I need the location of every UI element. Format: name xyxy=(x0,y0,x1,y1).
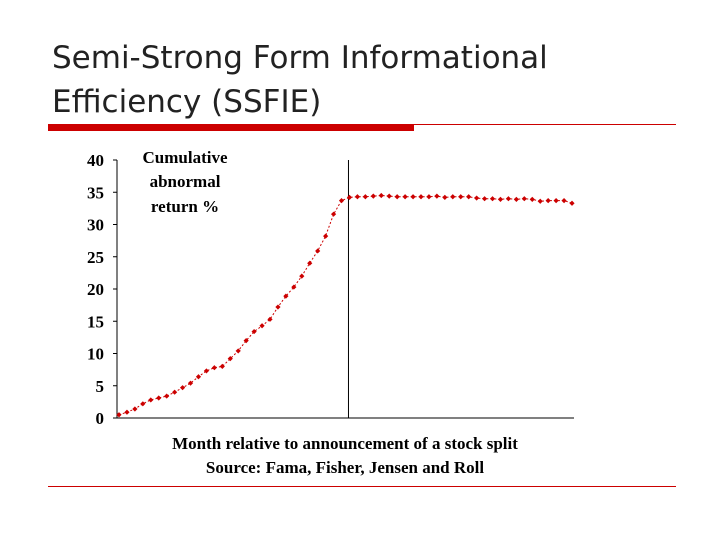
series-line xyxy=(118,194,573,416)
y-tick-label: 25 xyxy=(87,248,104,267)
title-divider-line xyxy=(414,124,676,125)
slide-title: Semi-Strong Form Informational Efficienc… xyxy=(52,36,692,124)
data-point xyxy=(219,363,225,369)
data-point xyxy=(124,409,130,415)
y-axis-label-line-2: abnormal xyxy=(150,172,221,191)
data-point xyxy=(251,328,257,335)
y-tick-label: 30 xyxy=(87,216,104,235)
data-point xyxy=(481,196,488,202)
data-point xyxy=(362,194,368,200)
data-point xyxy=(156,395,162,401)
data-point xyxy=(474,195,480,201)
data-point xyxy=(394,194,400,200)
data-point xyxy=(450,194,456,200)
y-tick-label: 40 xyxy=(87,151,104,170)
y-tick-label: 5 xyxy=(96,377,105,396)
data-point xyxy=(315,248,321,254)
series-points xyxy=(116,192,575,418)
data-point xyxy=(434,193,440,199)
data-point xyxy=(330,211,337,217)
data-point xyxy=(195,374,202,380)
data-point xyxy=(283,293,289,299)
slide-title-line-1: Semi-Strong Form Informational xyxy=(52,40,548,76)
y-axis-ticks xyxy=(113,159,117,419)
y-tick-label: 15 xyxy=(87,312,104,331)
data-point xyxy=(489,196,496,202)
data-point xyxy=(211,365,217,371)
chart-source-note: Source: Fama, Fisher, Jensen and Roll xyxy=(206,458,484,477)
data-point xyxy=(291,284,297,290)
data-point xyxy=(299,273,305,279)
data-point xyxy=(203,368,210,374)
data-point xyxy=(370,193,376,199)
y-axis-tick-labels: 0 5 10 15 20 25 30 35 40 xyxy=(87,151,104,428)
data-point xyxy=(466,194,472,200)
footer-divider-line xyxy=(48,486,676,487)
data-point xyxy=(537,198,543,204)
y-tick-label: 35 xyxy=(87,183,104,202)
data-point xyxy=(187,380,194,386)
data-point xyxy=(513,196,519,202)
data-point xyxy=(418,194,424,200)
y-axis-label-line-1: Cumulative xyxy=(143,148,228,167)
data-point xyxy=(275,304,281,310)
data-point xyxy=(164,393,170,399)
data-point xyxy=(354,194,361,200)
y-tick-label: 20 xyxy=(87,280,104,299)
data-point xyxy=(561,198,567,204)
slide-title-line-2: Efficiency (SSFIE) xyxy=(52,84,322,120)
data-point xyxy=(529,196,535,202)
data-point xyxy=(346,194,353,201)
x-axis-label: Month relative to announcement of a stoc… xyxy=(172,434,518,453)
data-point xyxy=(148,397,154,403)
data-point xyxy=(386,193,392,199)
data-point xyxy=(505,196,512,202)
data-point xyxy=(140,401,146,407)
data-point xyxy=(410,194,416,200)
data-point xyxy=(458,194,464,200)
data-point xyxy=(497,196,504,202)
data-point xyxy=(267,316,273,322)
data-point xyxy=(235,348,241,354)
y-axis-label-line-3: return % xyxy=(151,197,219,216)
data-point xyxy=(338,198,345,204)
data-point xyxy=(132,406,138,412)
y-tick-label: 0 xyxy=(96,409,105,428)
data-point xyxy=(227,356,233,362)
data-point xyxy=(179,385,186,391)
data-point xyxy=(442,194,448,201)
data-point xyxy=(243,338,249,344)
data-point xyxy=(426,194,432,200)
data-point xyxy=(172,389,178,395)
data-point xyxy=(307,260,313,266)
data-point xyxy=(553,198,559,204)
data-point xyxy=(259,323,265,329)
title-accent-rule xyxy=(48,124,414,131)
data-point xyxy=(116,412,122,418)
data-point xyxy=(545,198,551,204)
data-point xyxy=(402,194,408,200)
y-tick-label: 10 xyxy=(87,345,104,364)
data-point xyxy=(378,192,384,199)
data-point xyxy=(569,200,575,206)
data-point xyxy=(323,233,329,239)
data-point xyxy=(521,196,527,202)
